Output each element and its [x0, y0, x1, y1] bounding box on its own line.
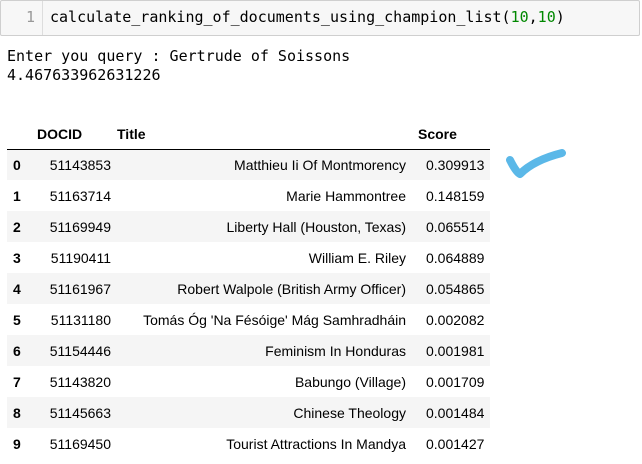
docid-cell: 51169949 [49, 218, 111, 235]
table-row: 9 51169450 Tourist Attractions In Mandya 0.… [7, 428, 490, 459]
gutter-divider [42, 1, 43, 35]
score-cell: 0.001484 [426, 404, 485, 421]
code-close-paren: ) [555, 8, 565, 26]
row-index: 0 [13, 156, 21, 173]
row-index: 7 [13, 373, 21, 390]
score-cell: 0.064889 [426, 249, 485, 266]
title-cell: Babungo (Village) [294, 373, 406, 390]
title-cell: Matthieu Ii Of Montmorency [234, 156, 406, 173]
row-index: 6 [13, 342, 21, 359]
title-cell: Feminism In Honduras [265, 342, 406, 359]
row-index: 8 [13, 404, 21, 421]
docid-cell: 51190411 [50, 249, 111, 266]
docid-cell: 51143820 [49, 373, 111, 390]
title-cell: Tomás Óg 'Na Fésóige' Mág Samhradháin [143, 311, 406, 328]
docid-cell: 51161967 [49, 280, 111, 297]
table-row: 4 51161967 Robert Walpole (British Army Of… [7, 273, 491, 304]
docid-cell: 51169450 [49, 435, 111, 452]
title-cell: Chinese Theology [293, 404, 406, 421]
score-cell: 0.309913 [426, 156, 485, 173]
table-row: 3 51190411 William E. Riley 0.064889 [7, 242, 490, 273]
code-line[interactable]: calculate_ranking_of_documents_using_cha… [50, 8, 565, 26]
table-row: 2 51169949 Liberty Hall (Houston, Texas) 0.… [7, 211, 491, 242]
code-arg-2: 10 [537, 8, 556, 26]
docid-cell: 51143853 [49, 156, 111, 173]
table-row: 5 51131180 Tomás Óg 'Na Fésóige' Mág Samhr… [7, 304, 490, 335]
header-index [7, 120, 31, 150]
code-function: calculate_ranking_of_documents_using_cha… [50, 8, 511, 26]
docid-cell: 51163714 [49, 187, 111, 204]
score-cell: 0.001709 [426, 373, 485, 390]
table-row: 1 51163714 Marie Hammontree 0.148159 [7, 180, 490, 211]
score-cell: 0.148159 [426, 187, 485, 204]
row-index: 3 [13, 249, 21, 266]
title-cell: Liberty Hall (Houston, Texas) [226, 218, 406, 235]
docid-cell: 51145663 [49, 404, 111, 421]
table-row: 7 51143820 Babungo (Village) 0.001709 [7, 366, 490, 397]
title-cell: Marie Hammontree [286, 187, 406, 204]
header-docid: DOCID [31, 120, 111, 150]
line-number: 1 [25, 8, 35, 26]
row-index: 5 [13, 311, 21, 328]
score-cell: 0.065514 [426, 218, 485, 235]
checkmark-stroke [506, 149, 566, 178]
cell-output: Enter you query : Gertrude of Soissons 4.… [7, 47, 350, 85]
score-cell: 0.001427 [426, 435, 485, 452]
code-cell[interactable]: 1 calculate_ranking_of_documents_using_c… [0, 0, 640, 36]
row-index: 1 [13, 187, 21, 204]
row-index: 2 [13, 218, 21, 235]
row-index: 9 [13, 435, 21, 452]
table-row: 0 51143853 Matthieu Ii Of Montmorency 0.309… [7, 149, 491, 180]
table-row: 6 51154446 Feminism In Honduras 0.001981 [7, 335, 491, 366]
header-score: Score [412, 120, 491, 150]
code-comma: , [528, 8, 538, 26]
table-header-row: DOCID Title Score [7, 120, 491, 150]
docid-cell: 51131180 [50, 311, 111, 328]
docid-cell: 51154446 [49, 342, 111, 359]
score-cell: 0.054865 [426, 280, 485, 297]
title-cell: William E. Riley [308, 249, 406, 266]
results-dataframe: DOCID Title Score 0 51143853 Matthieu Ii O… [7, 120, 491, 459]
query-prompt-line: Enter you query : Gertrude of Soissons [7, 47, 351, 65]
code-arg-1: 10 [510, 8, 529, 26]
header-title: Title [111, 120, 412, 150]
checkmark-icon [506, 149, 566, 178]
elapsed-time: 4.467633962631226 [7, 66, 161, 84]
score-cell: 0.001981 [426, 342, 485, 359]
table-row: 8 51145663 Chinese Theology 0.001484 [7, 397, 491, 428]
title-cell: Robert Walpole (British Army Officer) [177, 280, 406, 297]
row-index: 4 [13, 280, 21, 297]
title-cell: Tourist Attractions In Mandya [226, 435, 406, 452]
score-cell: 0.002082 [426, 311, 485, 328]
